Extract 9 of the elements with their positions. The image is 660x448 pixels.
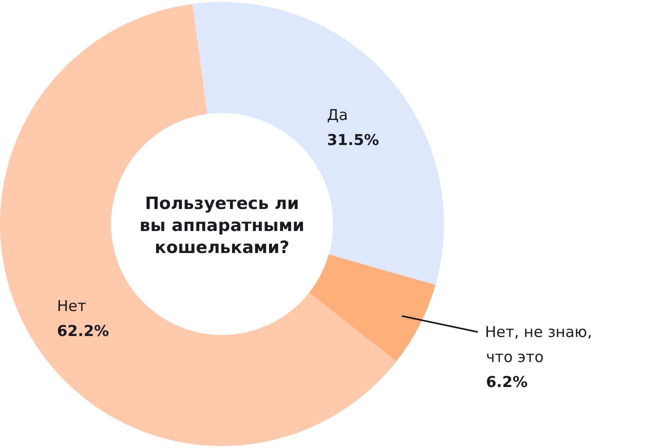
slice-label: Да [327, 106, 348, 124]
data-label: 31.5% [327, 131, 380, 149]
slice-label: Нет [57, 297, 87, 315]
slice-label: Нет, не знаю, что это [485, 323, 592, 366]
data-label: 6.2% [486, 373, 528, 391]
donut-slice [0, 4, 396, 446]
data-label: 62.2% [57, 322, 110, 340]
donut-slice [309, 254, 436, 362]
text: Пользуетесь ли вы аппаратными кошельками? [140, 194, 304, 258]
